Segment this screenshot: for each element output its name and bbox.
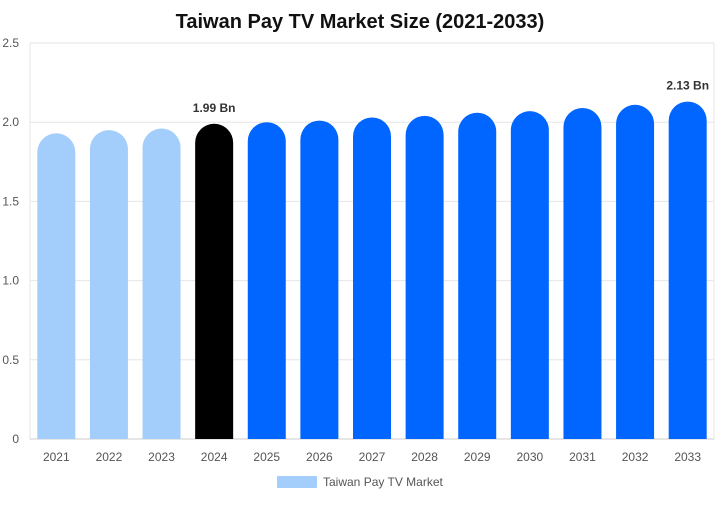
bars [37, 101, 707, 440]
x-tick-label: 2029 [464, 450, 491, 464]
bar-2031[interactable] [563, 107, 602, 440]
y-tick-label: 0 [12, 432, 19, 446]
y-tick-label: 2.0 [2, 115, 19, 129]
x-tick-label: 2023 [148, 450, 175, 464]
bar-2028[interactable] [405, 115, 444, 439]
x-tick-label: 2028 [411, 450, 438, 464]
bar-2025[interactable] [247, 122, 286, 439]
x-tick-label: 2031 [569, 450, 596, 464]
x-axis-ticks: 2021 2022 2023 2024 2025 2026 2027 2028 2029 2030… [43, 450, 701, 464]
y-tick-label: 1.0 [2, 274, 19, 288]
y-tick-label: 1.5 [2, 194, 19, 208]
bar-2021[interactable] [37, 133, 76, 439]
x-tick-label: 2024 [201, 450, 228, 464]
x-tick-label: 2030 [516, 450, 543, 464]
bar-2027[interactable] [353, 117, 391, 439]
data-labels: 1.99 Bn 2.13 Bn [193, 79, 709, 115]
y-tick-label: 0.5 [2, 353, 19, 367]
legend[interactable]: Taiwan Pay TV Market [277, 475, 443, 489]
x-tick-label: 2021 [43, 450, 70, 464]
x-tick-label: 2022 [96, 450, 123, 464]
x-tick-label: 2026 [306, 450, 333, 464]
legend-swatch[interactable] [277, 476, 317, 488]
legend-label[interactable]: Taiwan Pay TV Market [323, 475, 443, 489]
bar-2033[interactable] [668, 101, 707, 439]
bar-2029[interactable] [458, 112, 497, 440]
data-label-2033: 2.13 Bn [666, 79, 709, 93]
bar-2026[interactable] [300, 120, 339, 439]
y-tick-label: 2.5 [2, 36, 19, 50]
data-label-2024: 1.99 Bn [193, 101, 236, 115]
x-tick-label: 2027 [359, 450, 386, 464]
x-tick-label: 2033 [674, 450, 701, 464]
x-tick-label: 2025 [253, 450, 280, 464]
bar-2022[interactable] [89, 130, 128, 439]
chart-title: Taiwan Pay TV Market Size (2021-2033) [176, 11, 545, 33]
bar-2024[interactable] [195, 123, 234, 440]
bar-2032[interactable] [616, 104, 655, 439]
x-tick-label: 2032 [622, 450, 649, 464]
bar-2023[interactable] [142, 128, 181, 439]
bar-2030[interactable] [510, 111, 549, 439]
y-axis-ticks: 0 0.5 1.0 1.5 2.0 2.5 [2, 36, 19, 446]
